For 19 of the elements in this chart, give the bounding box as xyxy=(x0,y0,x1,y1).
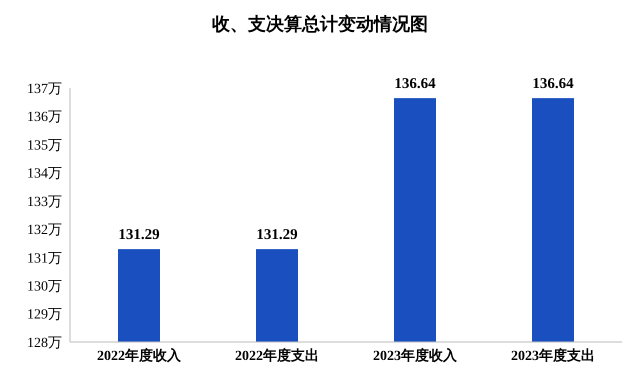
x-tick-label: 2022年度收入 xyxy=(97,346,182,364)
y-tick-label: 129万 xyxy=(27,308,62,323)
x-tick-label: 2023年度收入 xyxy=(373,346,458,364)
y-tick-label: 130万 xyxy=(27,280,62,295)
y-tick-label: 133万 xyxy=(27,194,62,210)
data-label: 136.64 xyxy=(394,76,436,92)
chart-title: 收、支决算总计变动情况图 xyxy=(211,13,429,36)
y-tick-label: 128万 xyxy=(27,336,62,351)
y-tick-label: 132万 xyxy=(27,223,62,238)
x-tick-label: 2023年度支出 xyxy=(511,346,595,364)
data-label: 136.64 xyxy=(532,76,574,92)
data-label: 131.29 xyxy=(118,227,160,244)
x-tick-label: 2022年度支出 xyxy=(235,346,319,364)
y-tick-label: 136万 xyxy=(27,110,62,126)
y-tick-label: 137万 xyxy=(27,82,62,97)
y-tick-label: 134万 xyxy=(27,166,62,182)
y-tick-label: 135万 xyxy=(27,138,62,154)
y-tick-label: 131万 xyxy=(27,251,62,266)
data-label: 131.29 xyxy=(256,227,298,244)
